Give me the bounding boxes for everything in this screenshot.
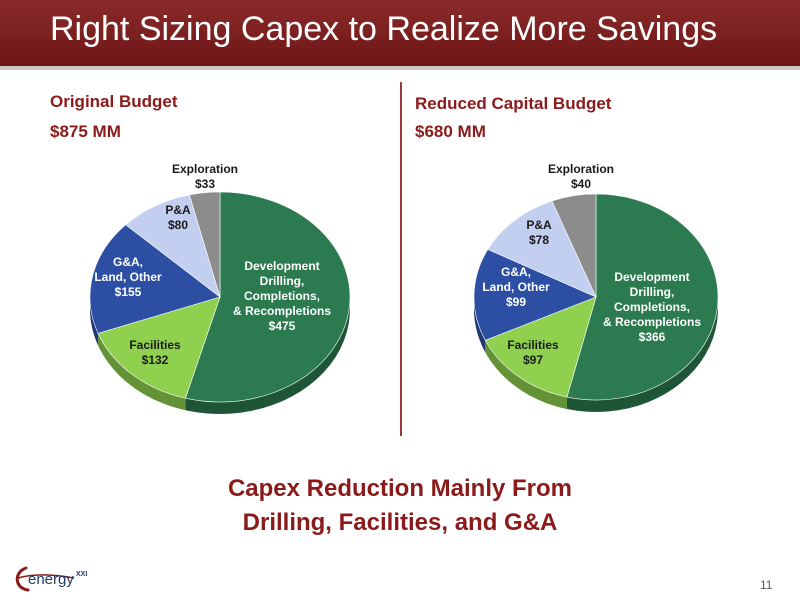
page-number: 11 <box>760 578 773 592</box>
reduced-pie-slice-gna <box>473 249 597 341</box>
original-label-pna: P&A $80 <box>165 203 191 232</box>
original-label-development-line-4: & Recompletions <box>233 304 331 318</box>
original-label-pna-line-1: P&A <box>165 203 191 217</box>
conclusion-line-2: Drilling, Facilities, and G&A <box>242 509 558 536</box>
reduced-pie-slice-pna <box>487 200 597 298</box>
reduced-label-pna-line-1: P&A <box>526 218 552 232</box>
reduced-label-development-line-5: $366 <box>639 330 666 344</box>
reduced-budget-pie-chart: Development Drilling, Completions, & Recomp… <box>473 162 719 412</box>
original-label-gna-line-1: G&A, <box>113 255 143 269</box>
conclusion-text: Capex Reduction Mainly From Drilling, Fa… <box>0 472 800 540</box>
reduced-label-gna-line-1: G&A, <box>501 265 531 279</box>
logo-suffix: XXI <box>76 571 87 578</box>
original-pie-side-facilities <box>98 333 186 411</box>
original-budget-heading: Original Budget <box>50 92 178 111</box>
original-label-gna-line-2: Land, Other <box>94 270 162 284</box>
reduced-label-pna: P&A $78 <box>526 218 552 247</box>
reduced-pie-slice-facilities <box>484 296 597 398</box>
reduced-label-exploration: Exploration $40 <box>548 162 614 191</box>
reduced-label-gna: G&A, Land, Other $99 <box>482 265 550 309</box>
original-label-development-line-3: Completions, <box>244 289 320 303</box>
reduced-label-pna-line-2: $78 <box>529 233 549 247</box>
original-label-exploration-line-2: $33 <box>195 177 215 191</box>
reduced-label-development: Development Drilling, Completions, & Recomp… <box>603 270 701 344</box>
reduced-budget-total: $680 MM <box>415 122 486 141</box>
original-budget-total: $875 MM <box>50 122 121 141</box>
original-pie-side-gna <box>90 293 99 346</box>
original-label-development: Development Drilling, Completions, & Recomp… <box>233 259 331 333</box>
reduced-pie-side-development <box>566 291 718 412</box>
reduced-pie-slice-development <box>566 193 719 401</box>
original-pie-slice-gna <box>89 224 221 334</box>
title-bar-underline <box>0 66 800 70</box>
original-label-facilities-line-2: $132 <box>142 353 169 367</box>
reduced-label-facilities: Facilities $97 <box>507 338 559 367</box>
reduced-label-gna-line-3: $99 <box>506 295 526 309</box>
reduced-label-exploration-line-1: Exploration <box>548 162 614 176</box>
original-label-exploration: Exploration $33 <box>172 162 238 191</box>
reduced-label-development-line-1: Development <box>614 270 689 284</box>
original-label-facilities: Facilities $132 <box>129 338 181 367</box>
original-label-gna: G&A, Land, Other $155 <box>94 255 162 299</box>
reduced-label-development-line-2: Drilling, <box>630 285 675 299</box>
original-label-pna-line-2: $80 <box>168 218 188 232</box>
original-pie-slice-facilities <box>97 296 221 399</box>
original-label-facilities-line-1: Facilities <box>129 338 181 352</box>
reduced-label-gna-line-2: Land, Other <box>482 280 550 294</box>
original-label-gna-line-3: $155 <box>115 285 142 299</box>
reduced-label-exploration-line-2: $40 <box>571 177 591 191</box>
original-pie-side-development <box>185 293 350 414</box>
reduced-label-development-line-3: Completions, <box>614 300 690 314</box>
conclusion-line-1: Capex Reduction Mainly From <box>227 475 573 502</box>
reduced-label-facilities-line-2: $97 <box>523 353 543 367</box>
reduced-pie-side-gna <box>474 292 486 353</box>
original-label-development-line-1: Development <box>244 259 319 273</box>
energy-xxi-logo: energy XXI <box>15 566 87 592</box>
original-label-development-line-5: $475 <box>269 319 296 333</box>
logo-text: energy <box>28 571 74 588</box>
reduced-label-development-line-4: & Recompletions <box>603 315 701 329</box>
reduced-pie-slice-exploration <box>551 193 597 298</box>
original-pie-slice-development <box>185 191 351 403</box>
original-budget-pie-chart: Development Drilling, Completions, & Recomp… <box>89 162 351 414</box>
original-pie-slice-exploration <box>189 191 221 298</box>
column-divider <box>400 82 402 436</box>
title-bar <box>0 0 800 66</box>
original-label-development-line-2: Drilling, <box>260 274 305 288</box>
original-label-exploration-line-1: Exploration <box>172 162 238 176</box>
reduced-label-facilities-line-1: Facilities <box>507 338 559 352</box>
page-title: Right Sizing Capex to Realize More Savin… <box>50 10 718 48</box>
reduced-budget-heading: Reduced Capital Budget <box>415 94 612 113</box>
reduced-pie-side-facilities <box>485 340 567 410</box>
